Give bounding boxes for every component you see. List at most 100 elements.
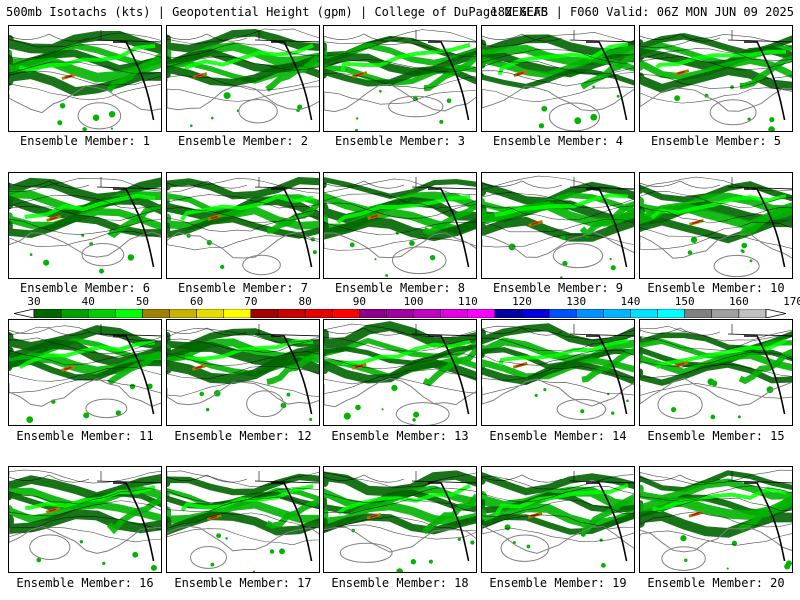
colorbar-swatch xyxy=(196,309,225,318)
height-contours xyxy=(167,328,319,418)
map-graphic xyxy=(482,323,634,421)
ensemble-member-map-14 xyxy=(481,319,635,426)
map-graphic xyxy=(9,324,161,423)
isotach-fill xyxy=(640,470,792,570)
height-contours xyxy=(324,472,476,563)
map-graphic xyxy=(167,470,319,572)
isotach-fill xyxy=(482,472,634,568)
colorbar-swatch xyxy=(60,309,89,318)
ensemble-member-label: Ensemble Member: 1 xyxy=(19,134,151,148)
colorbar-swatch xyxy=(87,309,116,318)
height-contours xyxy=(167,178,319,276)
coastline-borders xyxy=(324,471,476,562)
colorbar-swatch xyxy=(711,309,740,318)
height-contours xyxy=(324,29,476,118)
ensemble-member-label: Ensemble Member: 18 xyxy=(331,576,469,590)
colorbar-swatch xyxy=(548,309,577,318)
coastline-borders xyxy=(167,30,319,121)
colorbar-tick-label: 70 xyxy=(244,295,258,308)
ensemble-member-label: Ensemble Member: 17 xyxy=(174,576,312,590)
isotach-fill xyxy=(167,176,319,270)
coastline-borders xyxy=(324,177,476,268)
ensemble-member-map-18 xyxy=(323,466,477,573)
colorbar-swatch xyxy=(386,309,414,318)
ensemble-member-label: Ensemble Member: 8 xyxy=(334,281,466,295)
ensemble-member-label: Ensemble Member: 14 xyxy=(489,429,627,443)
header-valid-time: 18Z GEFS | F060 Valid: 06Z MON JUN 09 20… xyxy=(490,5,794,19)
map-graphic xyxy=(640,469,792,571)
height-contours xyxy=(167,470,319,569)
colorbar-tick-label: 160 xyxy=(728,295,749,308)
colorbar-tick-label: 140 xyxy=(620,295,641,308)
ensemble-member-map-3 xyxy=(323,25,477,132)
colorbar-swatch xyxy=(169,309,197,318)
colorbar-arrow-left xyxy=(14,309,35,318)
height-contours xyxy=(324,323,476,425)
isotach-fill xyxy=(9,177,161,274)
coastline-borders xyxy=(167,471,319,562)
map-graphic xyxy=(482,30,634,131)
coastline-borders xyxy=(482,177,634,268)
coastline-borders xyxy=(324,30,476,121)
height-contours xyxy=(324,178,476,275)
map-graphic xyxy=(9,177,161,274)
ensemble-member-map-4 xyxy=(481,25,635,132)
height-contours xyxy=(9,32,161,130)
isotach-fill xyxy=(640,33,792,131)
colorbar-swatch xyxy=(223,309,252,318)
colorbar-swatch xyxy=(331,309,360,318)
coastline-borders xyxy=(9,30,161,121)
colorbar-swatch xyxy=(630,309,658,318)
coastline-borders xyxy=(9,177,161,268)
ensemble-member-label: Ensemble Member: 19 xyxy=(489,576,627,590)
coastline-borders xyxy=(640,324,792,415)
height-contours xyxy=(482,31,634,131)
isotach-fill xyxy=(167,28,319,128)
height-contours xyxy=(640,469,792,571)
ensemble-member-label: Ensemble Member: 12 xyxy=(174,429,312,443)
map-graphic xyxy=(167,176,319,276)
ensemble-member-map-20 xyxy=(639,466,793,573)
ensemble-member-map-6 xyxy=(8,172,162,279)
colorbar-swatch xyxy=(304,309,333,318)
colorbar-swatch xyxy=(657,309,685,318)
height-contours xyxy=(640,33,792,126)
coastline-borders xyxy=(640,471,792,562)
colorbar-tick-label: 90 xyxy=(352,295,366,308)
coastline-borders xyxy=(640,177,792,268)
colorbar-swatch xyxy=(467,309,496,318)
ensemble-member-map-8 xyxy=(323,172,477,279)
colorbar-swatch xyxy=(142,309,170,318)
isotach-fill xyxy=(324,177,476,277)
map-graphic xyxy=(482,471,634,568)
ensemble-member-label: Ensemble Member: 2 xyxy=(177,134,309,148)
ensemble-member-map-5 xyxy=(639,25,793,132)
isotach-fill xyxy=(324,35,476,131)
coastline-borders xyxy=(167,324,319,415)
ensemble-member-label: Ensemble Member: 10 xyxy=(647,281,785,295)
coastline-borders xyxy=(9,471,161,562)
colorbar-swatch xyxy=(575,309,604,318)
header-title: 500mb Isotachs (kts) | Geopotential Heig… xyxy=(6,5,548,19)
ensemble-member-label: Ensemble Member: 15 xyxy=(647,429,785,443)
colorbar-swatch xyxy=(684,309,713,318)
ensemble-member-label: Ensemble Member: 16 xyxy=(16,576,154,590)
isotach-fill xyxy=(482,181,634,278)
map-graphic xyxy=(324,29,476,131)
ensemble-member-map-11 xyxy=(8,319,162,426)
map-graphic xyxy=(9,469,161,571)
height-contours xyxy=(640,176,792,278)
colorbar-swatch xyxy=(521,309,550,318)
ensemble-member-map-17 xyxy=(166,466,320,573)
colorbar-tick-label: 120 xyxy=(512,295,532,308)
colorbar-tick-label: 40 xyxy=(81,295,95,308)
ensemble-member-label: Ensemble Member: 6 xyxy=(19,281,151,295)
map-graphic xyxy=(640,176,792,278)
colorbar-swatch xyxy=(494,309,523,318)
isotach-fill xyxy=(167,473,319,572)
isotach-fill xyxy=(482,34,634,129)
colorbar-arrow-right xyxy=(765,309,786,318)
height-contours xyxy=(482,325,634,421)
height-contours xyxy=(9,325,161,419)
coastline-borders xyxy=(482,471,634,562)
